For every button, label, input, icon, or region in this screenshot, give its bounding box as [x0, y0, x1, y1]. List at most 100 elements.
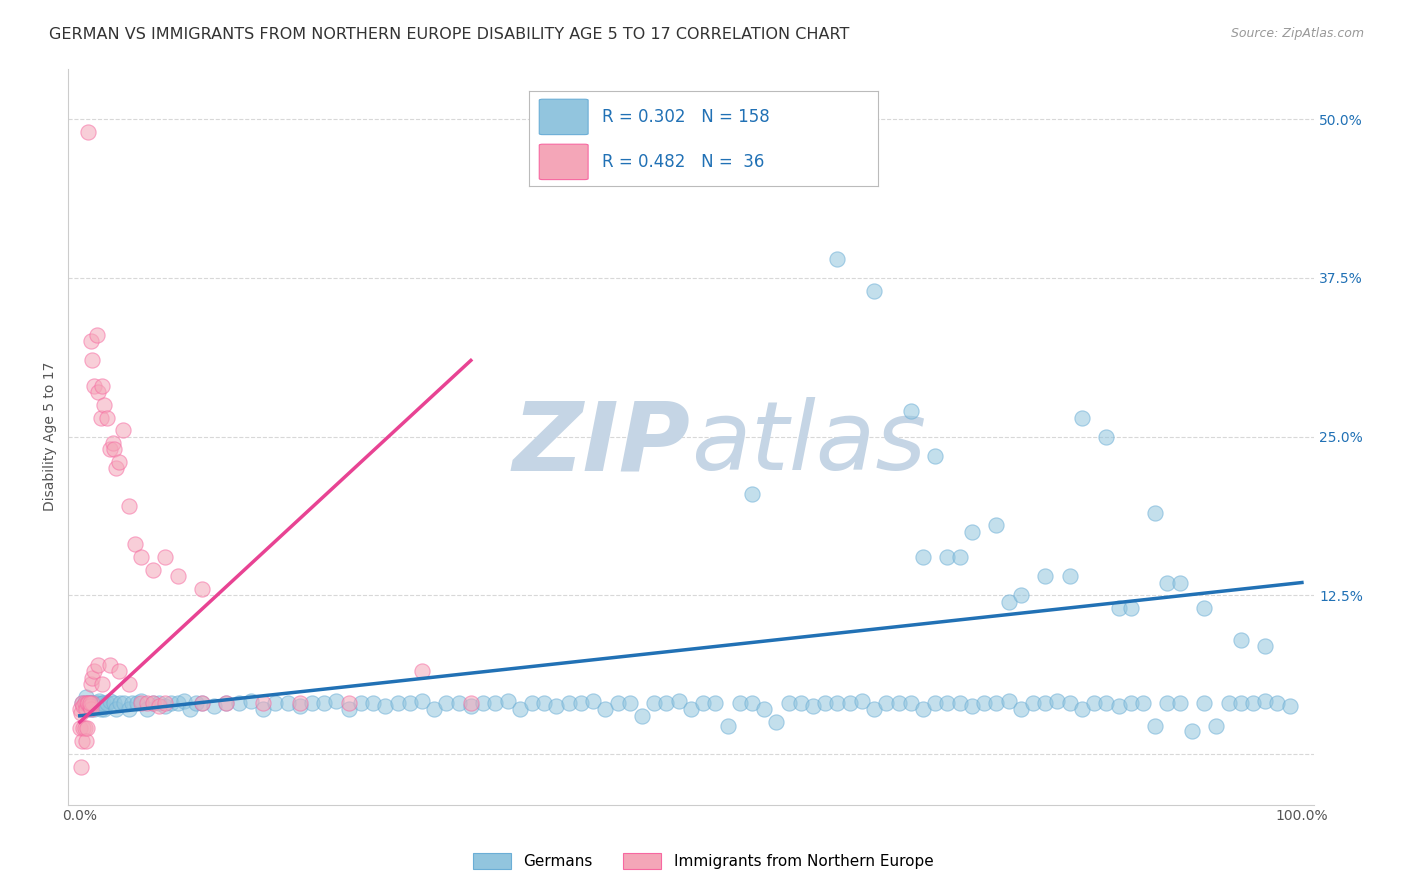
Point	[741, 696, 763, 710]
Point	[986, 518, 1008, 533]
Point	[1095, 696, 1118, 710]
Point	[142, 563, 165, 577]
Point	[87, 658, 110, 673]
Point	[108, 455, 131, 469]
Point	[1108, 601, 1130, 615]
Point	[129, 693, 152, 707]
Point	[936, 696, 959, 710]
Point	[1059, 569, 1081, 583]
Point	[288, 696, 311, 710]
Point	[96, 410, 118, 425]
Point	[900, 696, 922, 710]
Point	[838, 696, 860, 710]
Point	[155, 698, 177, 713]
Point	[117, 500, 139, 514]
Point	[484, 696, 506, 710]
Point	[1010, 702, 1032, 716]
Point	[155, 696, 177, 710]
Point	[924, 449, 946, 463]
Point	[851, 693, 873, 707]
Point	[129, 550, 152, 565]
Point	[1205, 719, 1227, 733]
Point	[301, 696, 323, 710]
Point	[70, 696, 93, 710]
Point	[765, 715, 787, 730]
Point	[76, 702, 98, 716]
Point	[82, 696, 104, 710]
Point	[1254, 639, 1277, 653]
Point	[79, 696, 101, 710]
Point	[148, 696, 170, 710]
Point	[546, 698, 568, 713]
Point	[887, 696, 910, 710]
Point	[1230, 632, 1253, 647]
Point	[87, 385, 110, 400]
Point	[179, 702, 201, 716]
Point	[912, 702, 935, 716]
Point	[496, 693, 519, 707]
Point	[252, 696, 274, 710]
Point	[101, 436, 124, 450]
Point	[569, 696, 592, 710]
Point	[136, 696, 159, 710]
Point	[72, 722, 94, 736]
Point	[166, 569, 188, 583]
Point	[533, 696, 555, 710]
Point	[1168, 696, 1191, 710]
Point	[103, 696, 125, 710]
Point	[361, 696, 384, 710]
Point	[801, 698, 824, 713]
Point	[105, 461, 128, 475]
Point	[1168, 575, 1191, 590]
Point	[90, 379, 112, 393]
Point	[80, 671, 103, 685]
Point	[77, 696, 100, 710]
Point	[96, 696, 118, 710]
Point	[77, 696, 100, 710]
Point	[108, 665, 131, 679]
Point	[863, 284, 886, 298]
Point	[949, 696, 972, 710]
Point	[606, 696, 628, 710]
Point	[108, 696, 131, 710]
Point	[80, 696, 103, 710]
Point	[875, 696, 897, 710]
Point	[1119, 601, 1142, 615]
Point	[668, 693, 690, 707]
Point	[960, 698, 983, 713]
Point	[1071, 702, 1094, 716]
Point	[80, 696, 103, 710]
Point	[1230, 696, 1253, 710]
Point	[80, 353, 103, 368]
Point	[411, 665, 433, 679]
Point	[148, 698, 170, 713]
Point	[1278, 698, 1301, 713]
Point	[863, 702, 886, 716]
Point	[73, 696, 96, 710]
Point	[1083, 696, 1105, 710]
Point	[73, 696, 96, 710]
Point	[98, 658, 121, 673]
Point	[1156, 575, 1178, 590]
Point	[997, 693, 1019, 707]
Point	[1119, 696, 1142, 710]
Point	[1144, 719, 1167, 733]
Point	[325, 693, 347, 707]
Point	[77, 125, 100, 139]
Point	[79, 696, 101, 710]
Point	[595, 702, 617, 716]
Point	[1192, 696, 1215, 710]
Point	[1071, 410, 1094, 425]
Point	[447, 696, 470, 710]
Point	[1022, 696, 1045, 710]
Point	[103, 442, 125, 457]
Point	[86, 698, 108, 713]
Point	[790, 696, 813, 710]
Point	[1241, 696, 1264, 710]
Point	[166, 696, 188, 710]
Point	[973, 696, 995, 710]
Point	[631, 708, 654, 723]
Point	[76, 696, 98, 710]
Text: atlas: atlas	[690, 398, 925, 491]
Text: GERMAN VS IMMIGRANTS FROM NORTHERN EUROPE DISABILITY AGE 5 TO 17 CORRELATION CHA: GERMAN VS IMMIGRANTS FROM NORTHERN EUROP…	[49, 27, 849, 42]
